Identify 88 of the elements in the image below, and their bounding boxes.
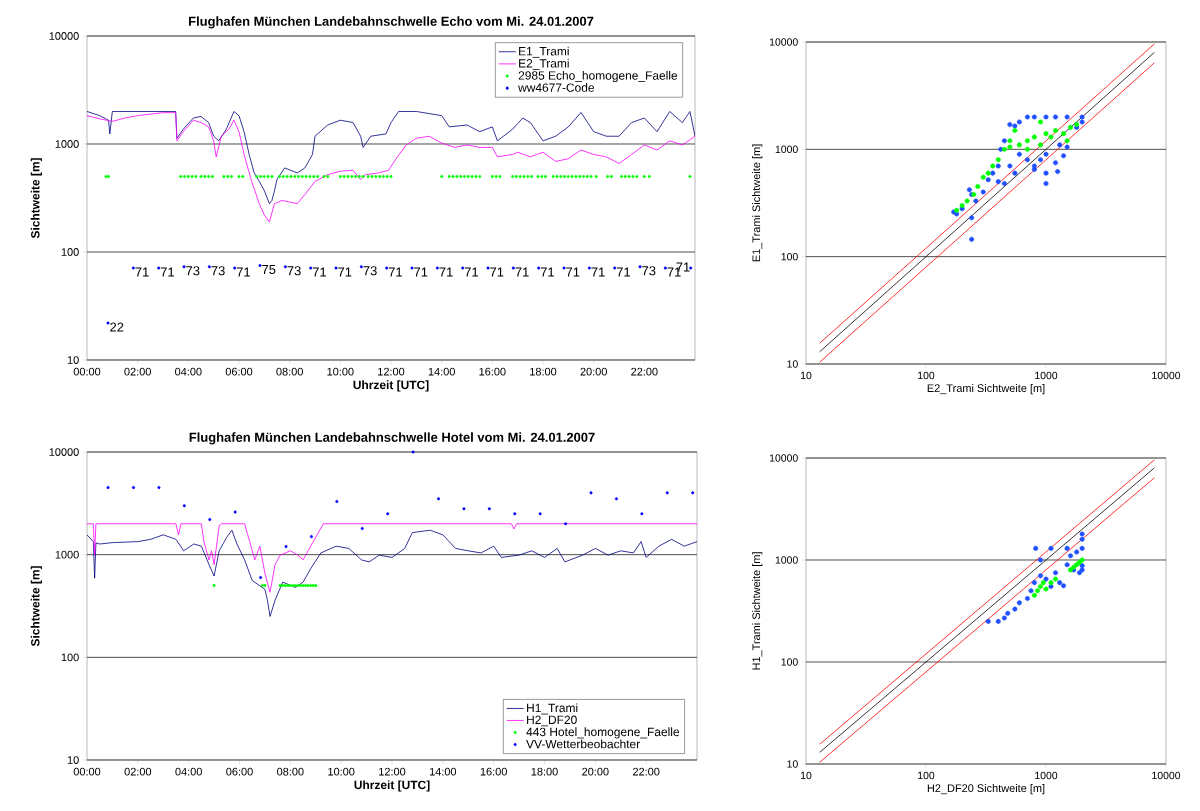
x-axis-title: H2_DF20 Sichtweite [m] xyxy=(927,784,1045,795)
x-tick-label: 06:00 xyxy=(226,767,253,776)
data-label: 71 xyxy=(338,267,352,277)
x-tick-label: 100 xyxy=(918,771,935,780)
x-tick-label: 14:00 xyxy=(428,367,455,376)
legend-label: 443 Hotel_homogene_Faelle xyxy=(526,727,680,739)
legend-label: VV-Wetterbeobachter xyxy=(526,739,640,749)
x-tick-label: 12:00 xyxy=(379,767,406,776)
x-tick-label: 06:00 xyxy=(225,367,253,376)
y-tick-label: 10000 xyxy=(49,32,79,40)
data-label: 71 xyxy=(414,267,428,277)
data-label: 75 xyxy=(262,264,276,275)
x-tick-label: 100 xyxy=(918,371,935,380)
x-tick-label: 18:00 xyxy=(530,367,557,376)
data-label: 71 xyxy=(616,267,630,277)
y-axis-title: H1_Trami Sichtweite [m] xyxy=(752,552,763,670)
y-tick-label: 1000 xyxy=(775,145,798,154)
y-tick-label: 100 xyxy=(781,658,798,666)
data-label: 71 xyxy=(312,267,326,277)
data-label: 73 xyxy=(363,266,377,276)
x-tick-label: 22:00 xyxy=(633,767,660,776)
y-axis-title: E1_Trami Sichtweite [m] xyxy=(752,144,763,262)
data-label: 22 xyxy=(110,322,124,332)
x-tick-label: 1000 xyxy=(1035,371,1058,380)
legend-label: ww4677-Code xyxy=(518,83,594,92)
x-tick-label: 16:00 xyxy=(479,367,506,376)
data-label: 71 xyxy=(135,267,149,277)
y-tick-label: 10000 xyxy=(769,454,798,462)
data-label: 71 xyxy=(236,267,250,277)
data-label: 71 xyxy=(591,267,605,277)
x-tick-label: 08:00 xyxy=(277,767,304,776)
x-tick-label: 02:00 xyxy=(124,767,152,776)
legend-label: E1_Trami xyxy=(519,46,569,58)
y-tick-label: 1000 xyxy=(55,550,79,559)
data-label: 71 xyxy=(490,267,504,277)
y-tick-label: 10 xyxy=(787,760,798,768)
data-label: 71 xyxy=(540,267,554,277)
x-axis-title: Uhrzeit [UTC] xyxy=(353,380,429,392)
y-axis-title: Sichtweite [m] xyxy=(30,158,42,239)
data-label: 71 xyxy=(160,267,174,277)
data-label: 73 xyxy=(642,266,656,276)
x-tick-label: 22:00 xyxy=(631,367,658,376)
x-axis-title: E2_Trami Sichtweite [m] xyxy=(927,384,1045,395)
data-label: 71 xyxy=(464,267,478,277)
legend-label: H2_DF20 xyxy=(527,715,577,727)
x-tick-label: 20:00 xyxy=(582,767,609,776)
x-tick-label: 10 xyxy=(800,771,812,780)
data-label: 71 xyxy=(566,267,580,277)
x-tick-label: 10:00 xyxy=(327,367,354,376)
y-tick-label: 100 xyxy=(781,252,798,261)
x-tick-label: 14:00 xyxy=(429,767,457,776)
data-label: 71 xyxy=(439,267,453,277)
chart-title: Flughafen München Landebahnschwelle Hotel vom Mi. 24.01.2007 xyxy=(189,432,595,445)
x-tick-label: 04:00 xyxy=(175,367,202,376)
x-tick-label: 18:00 xyxy=(531,767,558,776)
x-tick-label: 04:00 xyxy=(175,767,202,776)
data-label: 73 xyxy=(287,266,301,276)
data-label: 73 xyxy=(211,266,225,276)
chart-title: Flughafen München Landebahnschwelle Echo vom Mi. 24.01.2007 xyxy=(189,16,594,29)
x-tick-label: 20:00 xyxy=(580,367,607,376)
x-tick-label: 08:00 xyxy=(276,367,303,376)
x-tick-label: 00:00 xyxy=(73,767,101,776)
y-tick-label: 10000 xyxy=(769,38,798,46)
data-label: 73 xyxy=(186,266,200,276)
x-tick-label: 10000 xyxy=(1152,771,1181,780)
data-label: 71 xyxy=(388,267,402,277)
x-tick-label: 10:00 xyxy=(328,767,355,776)
x-tick-label: 16:00 xyxy=(480,767,507,776)
x-tick-label: 10 xyxy=(800,371,812,380)
y-axis-title: Sichtweite [m] xyxy=(30,566,42,647)
y-tick-label: 1000 xyxy=(775,556,798,564)
y-tick-label: 10000 xyxy=(49,448,79,456)
x-tick-label: 1000 xyxy=(1035,771,1058,780)
y-tick-label: 1000 xyxy=(55,140,79,148)
y-tick-label: 100 xyxy=(61,248,79,256)
y-tick-label: 100 xyxy=(61,653,79,662)
x-axis-title: Uhrzeit [UTC] xyxy=(354,780,430,792)
legend-label: E2_Trami xyxy=(519,58,569,70)
x-tick-label: 02:00 xyxy=(124,367,151,376)
data-label: 71 xyxy=(515,267,529,277)
x-tick-label: 00:00 xyxy=(73,367,101,376)
y-tick-label: 10 xyxy=(787,360,798,368)
legend-label: 2985 Echo_homogene_Faelle xyxy=(518,70,678,83)
y-tick-label: 10 xyxy=(67,756,79,764)
x-tick-label: 12:00 xyxy=(378,367,405,376)
legend-label: H1_Trami xyxy=(527,703,578,715)
x-tick-label: 10000 xyxy=(1152,371,1181,380)
y-tick-label: 10 xyxy=(67,356,79,364)
